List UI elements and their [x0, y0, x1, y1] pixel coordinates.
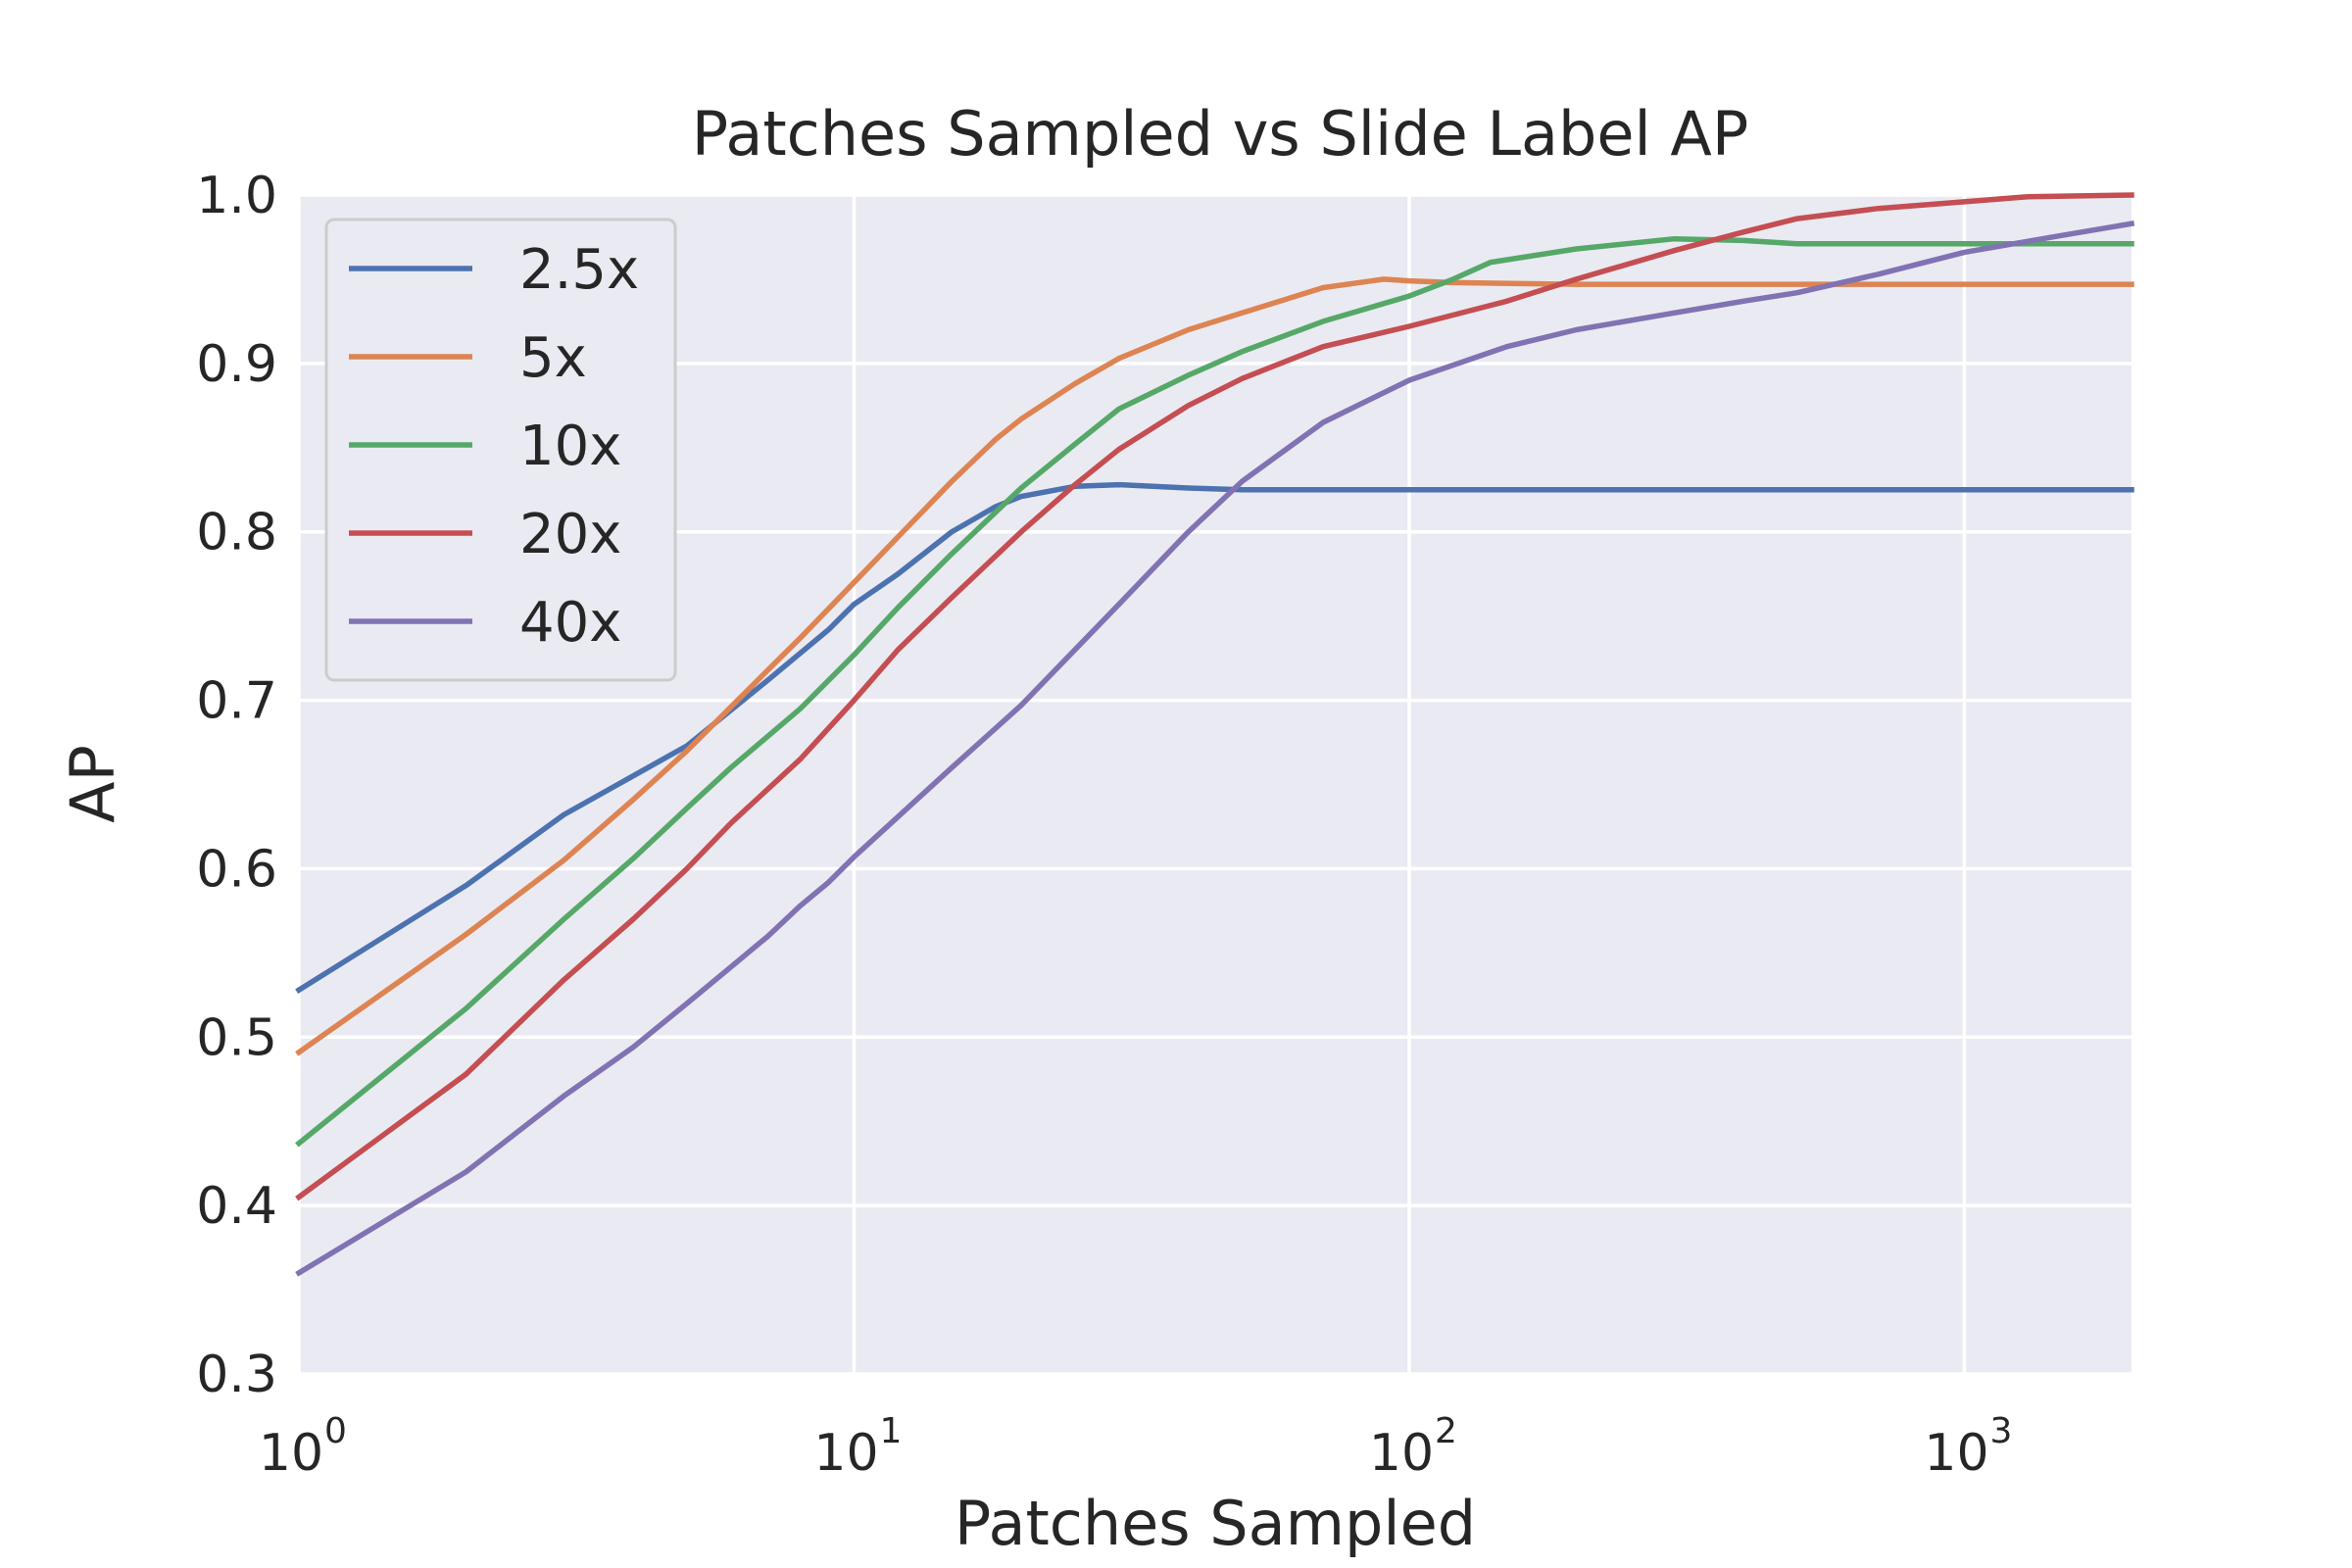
series-line-10x [295, 235, 2134, 1148]
x-tick-label: 10 0 [259, 1411, 347, 1483]
x-tick-exponent: 1 [879, 1411, 902, 1451]
legend-label: 40x [519, 591, 621, 655]
series-line-2.5x [295, 481, 2134, 994]
x-tick-base: 10 [259, 1424, 323, 1483]
series-layer [295, 192, 2135, 1277]
y-tick-label: 1.0 [196, 167, 277, 225]
legend-label: 5x [519, 326, 587, 390]
y-tick-label: 0.7 [196, 672, 277, 731]
series-line-20x [295, 192, 2134, 1201]
legend: 2.5x 5x 10x 20x 40x [324, 218, 677, 682]
ticks: 0.30.40.50.60.70.80.91.010 0 10 1 10 2 10 3 [196, 167, 2012, 1483]
x-tick-base: 10 [1924, 1424, 1988, 1483]
y-tick-label: 0.5 [196, 1008, 277, 1067]
y-tick-label: 0.9 [196, 335, 277, 394]
y-tick-label: 0.4 [196, 1177, 277, 1236]
x-tick-base: 10 [1369, 1424, 1434, 1483]
x-axis-label: Patches Sampled [955, 1488, 1476, 1559]
x-tick-exponent: 0 [324, 1411, 347, 1451]
x-tick-exponent: 2 [1435, 1411, 1457, 1451]
x-tick-exponent: 3 [1989, 1411, 2012, 1451]
grid [297, 193, 2132, 1376]
x-tick-label: 10 2 [1369, 1411, 1457, 1483]
x-tick-label: 10 1 [813, 1411, 902, 1483]
chart-title: Patches Sampled vs Slide Label AP [692, 98, 1748, 170]
x-tick-base: 10 [813, 1424, 878, 1483]
series-line-5x [295, 276, 2134, 1056]
y-axis-label: AP [57, 745, 128, 823]
legend-label: 10x [519, 415, 621, 478]
legend-label: 20x [519, 503, 621, 566]
legend-label: 2.5x [519, 238, 639, 302]
y-tick-label: 0.8 [196, 504, 277, 563]
x-tick-label: 10 3 [1924, 1411, 2012, 1483]
y-tick-label: 0.3 [196, 1346, 277, 1404]
series-line-40x [295, 220, 2135, 1277]
legend-box [324, 218, 677, 682]
y-tick-label: 0.6 [196, 840, 277, 899]
